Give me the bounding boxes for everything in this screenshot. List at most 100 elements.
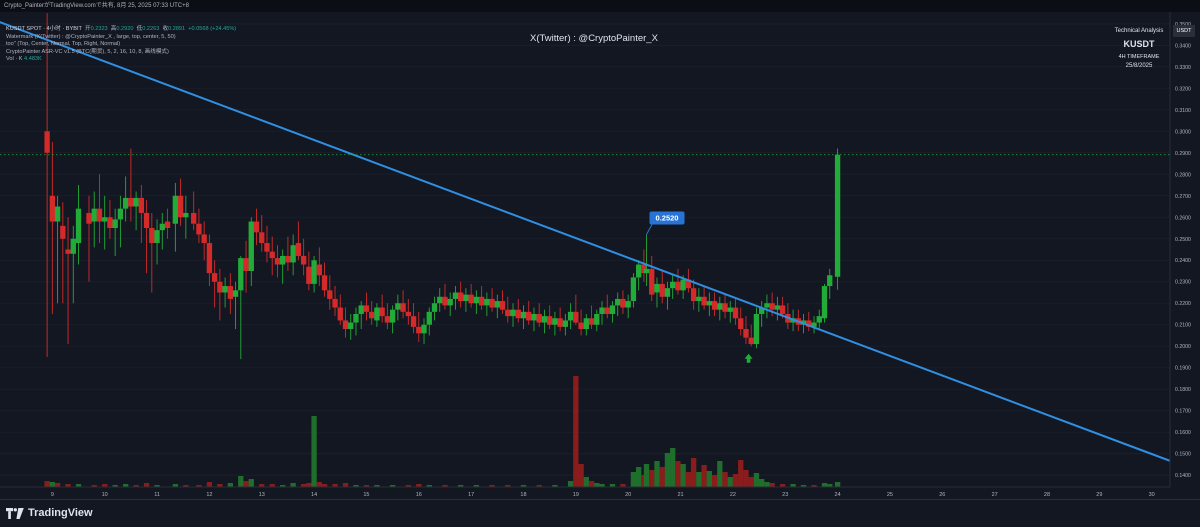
candlestick-chart[interactable]: 0.289126:294.483K0.2520 0.14000.15000.16… bbox=[0, 12, 1200, 499]
volume-bar bbox=[248, 479, 254, 487]
candle bbox=[447, 292, 453, 317]
legend-close-label: 收 bbox=[162, 26, 169, 32]
candles bbox=[44, 13, 841, 360]
volume-bar bbox=[567, 481, 574, 487]
candle-body bbox=[675, 281, 681, 291]
candle bbox=[172, 182, 179, 252]
candle bbox=[300, 238, 307, 276]
candle bbox=[384, 303, 391, 330]
candle bbox=[505, 296, 511, 323]
candle bbox=[654, 277, 660, 308]
volume-bar bbox=[243, 481, 249, 487]
time-tick-label: 18 bbox=[520, 492, 526, 498]
candle bbox=[604, 294, 610, 319]
candle bbox=[690, 279, 697, 310]
candle-body bbox=[112, 219, 118, 229]
price-tick-label: 0.2900 bbox=[1175, 151, 1191, 157]
candle bbox=[526, 301, 532, 325]
volume-bar bbox=[706, 471, 712, 487]
currency-badge[interactable]: USDT bbox=[1173, 25, 1195, 37]
tradingview-logo[interactable]: TradingView bbox=[6, 507, 93, 519]
candle-body bbox=[154, 230, 160, 244]
candle-body bbox=[102, 217, 108, 222]
volume-bar bbox=[811, 485, 817, 487]
time-tick-label: 21 bbox=[677, 492, 683, 498]
candle-body bbox=[183, 212, 189, 218]
candle bbox=[60, 202, 66, 304]
footer-bar: TradingView bbox=[0, 499, 1200, 527]
price-tick-label: 0.3000 bbox=[1175, 129, 1191, 135]
volume-bar bbox=[630, 472, 637, 487]
time-axis: 9 10 11 12 13 14 15 16 17 18 19 20 21 22 23 24 25 26 27 28 2… bbox=[0, 486, 1170, 498]
volume-bar bbox=[599, 484, 605, 487]
legend-text-indicator: too" (Top, Center, Normal, Top, Right, N… bbox=[6, 41, 121, 48]
candle bbox=[620, 290, 626, 314]
candle-body bbox=[526, 311, 532, 321]
volume-bar bbox=[635, 467, 642, 487]
candle bbox=[463, 288, 469, 312]
candle-body bbox=[164, 221, 171, 229]
chart-area[interactable]: 0.289126:294.483K0.2520 0.14000.15000.16… bbox=[0, 12, 1200, 499]
candle bbox=[641, 249, 647, 282]
candle-body bbox=[774, 305, 781, 310]
volume-bar bbox=[300, 484, 307, 487]
volume-bar bbox=[643, 464, 650, 487]
price-tick-label: 0.1800 bbox=[1175, 387, 1191, 393]
volume-bar bbox=[609, 484, 616, 487]
descending-trendline bbox=[0, 21, 1173, 463]
candle-body bbox=[552, 318, 558, 325]
candle-body bbox=[489, 298, 495, 308]
info-box: Technical Analysis KUSDT 4H TIMEFRAME 25… bbox=[1104, 28, 1174, 69]
volume-bar bbox=[800, 485, 807, 487]
candle bbox=[191, 191, 197, 231]
candle bbox=[567, 303, 574, 330]
candle-body bbox=[505, 309, 511, 317]
volume-bar bbox=[473, 485, 480, 487]
candle-body bbox=[690, 288, 697, 302]
candle bbox=[149, 212, 155, 293]
candle bbox=[321, 262, 328, 297]
candle bbox=[557, 307, 563, 332]
price-tick-label: 0.1700 bbox=[1175, 409, 1191, 415]
legend-open-value: 0.2323 bbox=[90, 26, 108, 32]
candle-body bbox=[274, 258, 281, 265]
candle bbox=[625, 294, 631, 319]
legend-open-label: 开 bbox=[84, 26, 91, 32]
volume-bars bbox=[44, 376, 841, 487]
candle-body bbox=[60, 225, 66, 239]
candle-body bbox=[400, 303, 406, 312]
volume-bar bbox=[759, 479, 765, 487]
candle-body bbox=[834, 154, 841, 277]
candle-body bbox=[206, 243, 213, 274]
candle bbox=[426, 307, 432, 336]
candle bbox=[395, 294, 401, 321]
candle bbox=[722, 294, 728, 319]
candle bbox=[489, 288, 495, 312]
volume-bar bbox=[690, 458, 697, 487]
candle bbox=[177, 178, 184, 226]
candle bbox=[75, 185, 82, 265]
candle-body bbox=[468, 294, 474, 304]
candle bbox=[659, 270, 665, 304]
volume-bar bbox=[505, 485, 511, 487]
time-tick-label: 26 bbox=[939, 492, 945, 498]
trendline bbox=[0, 21, 1173, 463]
candle-body bbox=[91, 208, 97, 222]
candle-body bbox=[177, 195, 184, 218]
candle-body bbox=[321, 275, 328, 291]
price-axis-bg bbox=[1170, 12, 1200, 499]
candle-body bbox=[664, 288, 671, 297]
volume-bar bbox=[342, 483, 349, 487]
candle-body bbox=[484, 298, 490, 306]
candle bbox=[478, 286, 485, 310]
time-tick-label: 16 bbox=[416, 492, 422, 498]
candle bbox=[107, 200, 113, 239]
candle bbox=[316, 247, 322, 287]
candle bbox=[609, 301, 616, 323]
time-tick-label: 24 bbox=[835, 492, 841, 498]
candle bbox=[274, 245, 281, 278]
candle bbox=[342, 307, 349, 338]
candle-body bbox=[405, 311, 411, 317]
volume-bar bbox=[426, 485, 432, 487]
candle bbox=[701, 286, 707, 310]
